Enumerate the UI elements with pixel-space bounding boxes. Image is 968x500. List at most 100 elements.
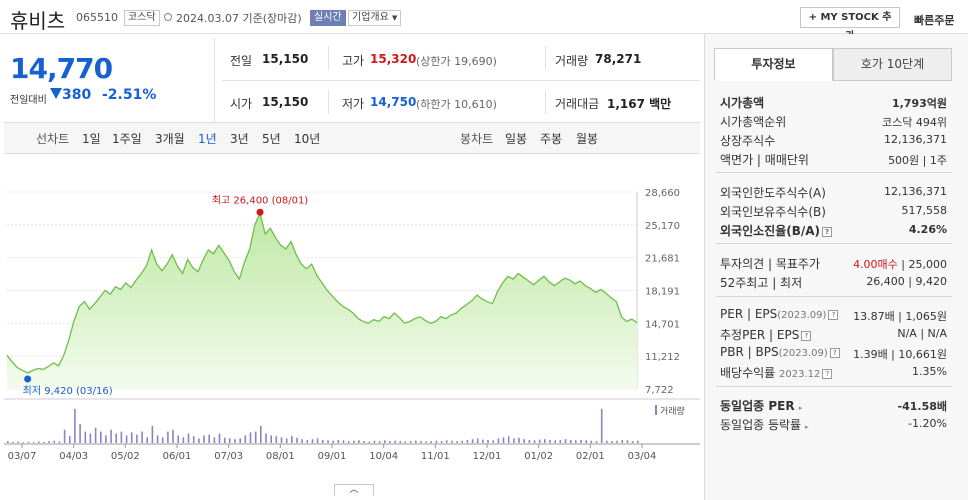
volume-bar	[373, 440, 376, 443]
volume-bar	[285, 438, 288, 443]
quick-order-link[interactable]: 빠른주문	[914, 14, 955, 27]
volume-bar	[53, 440, 56, 443]
volume-legend: 거래량	[660, 405, 685, 417]
volume-bar	[265, 433, 267, 443]
volume-bar	[58, 441, 61, 443]
candle-daily[interactable]: 일봉	[505, 132, 528, 146]
volume-bar	[461, 440, 463, 443]
period-3y[interactable]: 3년	[230, 132, 249, 146]
volume-bar	[105, 435, 107, 443]
low-value: 14,750	[370, 95, 417, 109]
volume-bar	[115, 433, 117, 443]
per-label: PER | EPS(2023.09)?	[720, 307, 839, 321]
help-icon[interactable]: ?	[829, 348, 840, 358]
volume-bar	[84, 431, 87, 443]
market-cap-value: 1,793억원	[891, 97, 947, 110]
volume-bar	[63, 429, 66, 443]
trade-value: 1,167 백만	[607, 97, 672, 111]
volume-bar	[167, 431, 169, 443]
divider	[214, 38, 215, 122]
volume-bar	[130, 432, 133, 443]
period-10y[interactable]: 10년	[294, 132, 321, 146]
volume-bar	[213, 437, 216, 443]
x-tick-label: 09/01	[318, 451, 347, 462]
shares-label: 상장주식수	[720, 134, 776, 148]
volume-bar	[471, 439, 474, 443]
volume-bar	[569, 440, 572, 443]
volume-bar	[187, 433, 190, 443]
volume-bar	[280, 437, 283, 443]
price-chart[interactable]: 28,660 25,170 21,681 18,191 14,701 11,212 7,72…	[0, 155, 700, 500]
volume-bar	[507, 436, 510, 443]
industry-change-label[interactable]: 동일업종 등락률 ▸	[720, 418, 809, 432]
volume-bar	[260, 425, 262, 443]
volume-bar	[94, 427, 97, 443]
volume-bar	[440, 441, 443, 443]
x-tick-label: 02/01	[576, 451, 605, 462]
tab-orderbook[interactable]: 호가 10단계	[833, 48, 952, 81]
price-line	[6, 211, 638, 374]
candle-chart-label: 봉차트	[460, 132, 494, 146]
volume-bar	[89, 433, 92, 443]
volume-bar	[32, 442, 35, 443]
period-1y[interactable]: 1년	[198, 132, 217, 146]
foreign-hold-value: 517,558	[901, 204, 948, 217]
opinion-value: 4.00매수 | 25,000	[853, 258, 947, 271]
add-mystock-button[interactable]: + MY STOCK 추가	[800, 7, 900, 42]
volume-bar	[69, 436, 71, 443]
volume-bar	[585, 440, 587, 443]
x-tick-label: 07/03	[214, 451, 243, 462]
volume-bar	[482, 439, 484, 443]
candle-weekly[interactable]: 주봉	[540, 132, 563, 146]
volume-bar	[358, 440, 360, 443]
divider	[328, 46, 329, 70]
volume-bar	[595, 441, 598, 443]
volume-bar	[182, 437, 185, 443]
volume-bar	[549, 440, 551, 443]
par-label: 액면가 | 매매단위	[720, 153, 809, 167]
prev-close-value: 15,150	[262, 52, 309, 66]
volume-bar	[611, 441, 613, 443]
volume-bar	[146, 437, 148, 443]
period-5y[interactable]: 5년	[262, 132, 281, 146]
volume-bar	[420, 441, 422, 443]
realtime-button[interactable]: 실시간	[310, 10, 346, 26]
opinion-label: 투자의견 | 목표주가	[720, 257, 820, 271]
volume-bar	[466, 440, 469, 443]
volume-bar	[291, 436, 293, 443]
tab-invest-info[interactable]: 투자정보	[714, 48, 833, 81]
volume-bar	[564, 439, 567, 443]
volume-bar	[528, 440, 531, 443]
volume-bar	[538, 439, 541, 443]
y-tick-label: 28,660	[645, 188, 680, 199]
volume-bar	[430, 441, 432, 443]
period-1d[interactable]: 1일	[82, 132, 101, 146]
volume-bar	[342, 440, 345, 443]
volume-bar	[409, 441, 412, 443]
dividend-value: 1.35%	[912, 365, 947, 378]
help-icon[interactable]: ?	[822, 227, 833, 237]
company-info-button[interactable]: 기업개요 ▼	[348, 10, 402, 26]
help-icon[interactable]: ?	[828, 310, 839, 320]
volume-bar	[492, 440, 494, 443]
volume-bar	[239, 438, 241, 443]
period-1w[interactable]: 1주일	[112, 132, 142, 146]
y-tick-label: 11,212	[645, 352, 680, 363]
lower-limit: (하한가 10,610)	[416, 98, 497, 111]
help-icon[interactable]: ?	[801, 331, 812, 341]
industry-per-label[interactable]: 동일업종 PER ▸	[720, 399, 803, 413]
chart-collapse-button[interactable]: ︿	[334, 484, 374, 496]
chevron-right-icon: ▸	[798, 404, 803, 412]
volume-bar	[327, 440, 329, 443]
help-icon[interactable]: ?	[822, 369, 833, 379]
period-3m[interactable]: 3개월	[155, 132, 185, 146]
volume-bar	[399, 441, 402, 443]
volume-bar	[249, 432, 252, 443]
divider	[716, 243, 952, 244]
volume-bar	[631, 441, 634, 443]
candle-monthly[interactable]: 월봉	[576, 132, 599, 146]
x-tick-label: 08/01	[266, 451, 295, 462]
upper-limit: (상한가 19,690)	[416, 55, 497, 68]
divider	[545, 46, 546, 70]
y-tick-label: 21,681	[645, 254, 680, 265]
